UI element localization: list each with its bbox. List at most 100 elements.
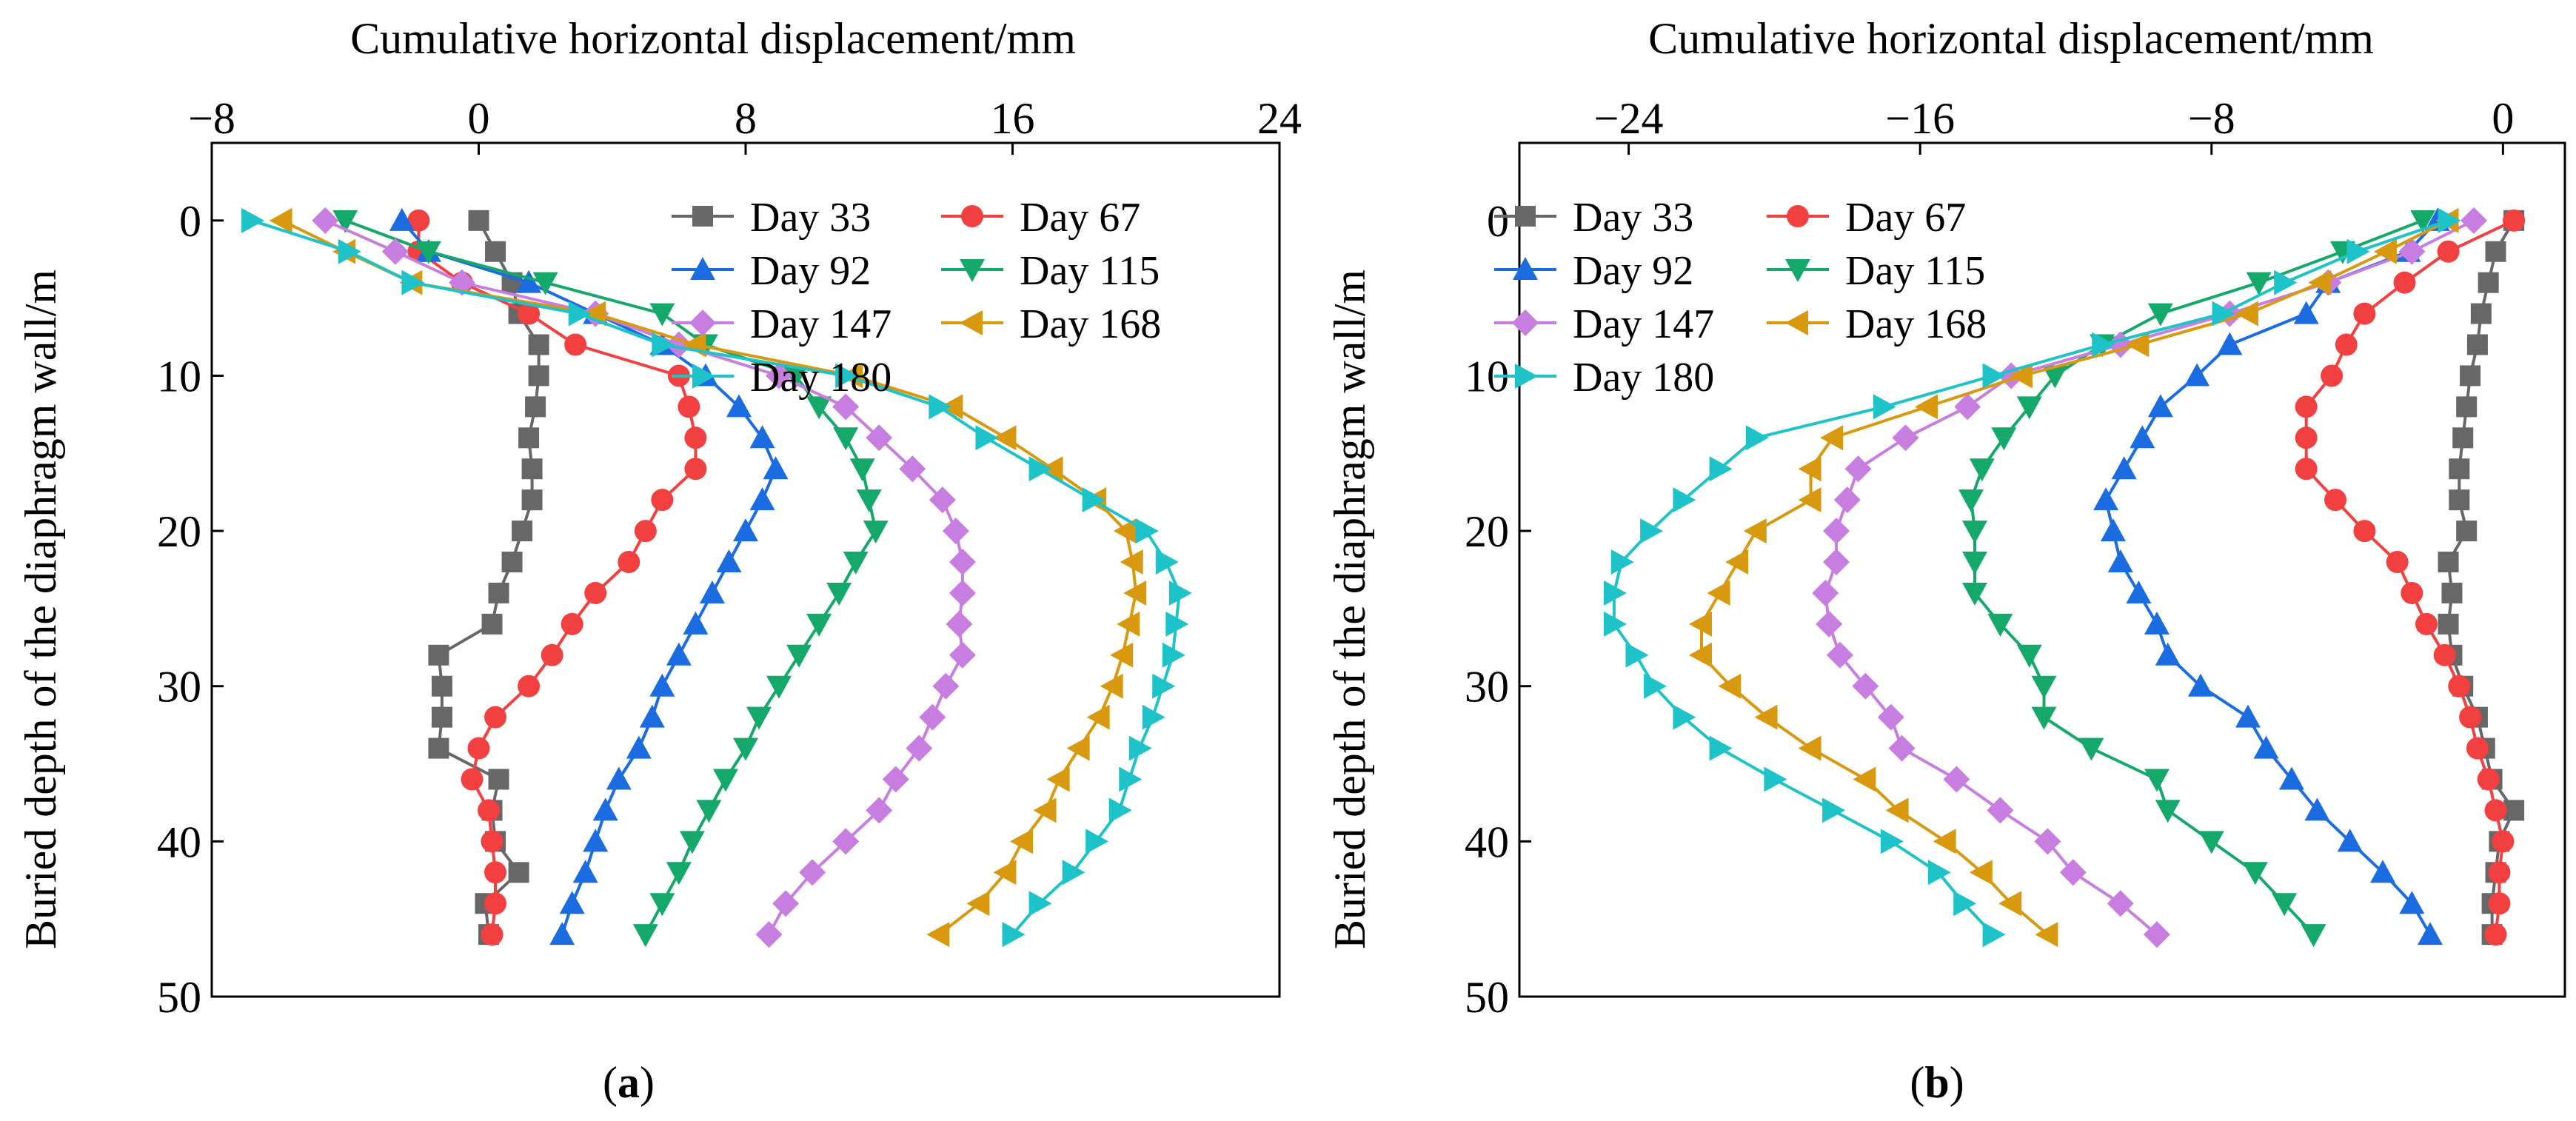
panel-b-series-1-point-4 [2335, 334, 2358, 356]
panel-b-ytick-label-2: 20 [1465, 507, 1509, 556]
panel-b-series-1-point-17 [2466, 737, 2489, 760]
panel-a-legend-label-2: Day 92 [750, 248, 871, 294]
panel-b-series-0-point-5 [2460, 365, 2480, 386]
panel-a-ytick-label-4: 40 [157, 817, 201, 866]
panel-a-xtick-label-0: −8 [188, 94, 235, 143]
panel-b-series-1-point-12 [2401, 582, 2423, 604]
panel-b-series-1-point-13 [2415, 613, 2438, 635]
panel-b-series-1-point-18 [2478, 769, 2500, 791]
panel-a-series-1-point-20 [481, 830, 504, 852]
panel-a-legend-label-4: Day 147 [750, 301, 891, 347]
panel-b-series-0-point-12 [2441, 583, 2462, 603]
panel-b-series-0-point-10 [2456, 521, 2477, 541]
panel-b-series-0-point-11 [2438, 552, 2459, 572]
panel-b-series-1-point-11 [2386, 551, 2409, 573]
panel-a-series-0-point-8 [522, 458, 543, 479]
panel-b-legend-label-6: Day 180 [1573, 355, 1714, 401]
panel-a-series-1-point-21 [484, 861, 506, 883]
panel-a-series-1-point-13 [561, 613, 583, 635]
panel-b-caption-letter: b [1924, 1058, 1949, 1107]
panel-a-series-0-point-7 [518, 427, 539, 448]
panel-a-ytick-label-5: 50 [157, 973, 201, 1022]
panel-b-ytick-label-5: 50 [1465, 973, 1509, 1022]
panel-b-series-0-point-4 [2467, 335, 2488, 355]
panel-b-legend-label-5: Day 168 [1845, 301, 1987, 347]
panel-a-series-0-point-4 [529, 335, 549, 355]
panel-a-series-1-point-14 [541, 644, 563, 666]
panel-a-xtick-label-1: 0 [468, 94, 490, 143]
panel-b-ytick-label-3: 30 [1465, 663, 1509, 712]
panel-a-series-1-point-12 [584, 582, 606, 604]
panel-a-xtick-label-3: 16 [991, 94, 1035, 143]
panel-a-series-1-point-23 [481, 923, 504, 946]
panel-a-legend-label-1: Day 67 [1020, 195, 1140, 241]
panel-a-series-1-point-16 [484, 706, 506, 729]
panel-a-series-0-point-17 [428, 738, 449, 759]
panel-b-series-0-point-1 [2486, 241, 2506, 262]
panel-a-legend-label-6: Day 180 [750, 355, 891, 401]
panel-b-xlabel: Cumulative horizontal displacement/mm [1648, 14, 2374, 63]
panel-b-series-1-point-9 [2324, 489, 2346, 511]
panel-b-series-1-point-22 [2488, 892, 2510, 914]
panel-a-series-0-point-13 [482, 614, 503, 635]
panel-b-series-1-point-8 [2295, 458, 2318, 480]
panel-a-series-1-point-7 [684, 426, 706, 449]
panel-a-caption-letter: a [618, 1058, 640, 1107]
panel-a-series-1-point-6 [678, 395, 700, 418]
panel-b-series-1-point-5 [2321, 364, 2343, 387]
panel-a-ytick-label-1: 10 [157, 352, 201, 401]
panel-b-legend-label-0: Day 33 [1573, 195, 1693, 241]
panel-b-xtick-label-3: 0 [2492, 94, 2514, 143]
panel-b-series-1-point-0 [2503, 210, 2525, 232]
panel-b-series-1-point-21 [2488, 861, 2510, 883]
panel-a-series-0-point-21 [509, 862, 529, 883]
panel-a-legend-marker-0 [692, 206, 713, 227]
panel-a-series-1-point-19 [478, 799, 500, 821]
panel-a-series-1-point-10 [635, 520, 657, 542]
panel-b-series-1-point-14 [2434, 644, 2456, 666]
panel-b-series-1-point-3 [2353, 303, 2375, 325]
panel-b-ylabel: Buried depth of the diaphragm wall/m [1325, 270, 1374, 949]
panel-b-series-0-point-13 [2438, 614, 2459, 635]
panel-b-legend-label-1: Day 67 [1845, 195, 1966, 241]
panel-a-series-1-point-11 [618, 551, 640, 573]
panel-a-series-0-point-16 [432, 707, 452, 728]
panel-b-legend-marker-1 [1787, 205, 1809, 227]
panel-b-ytick-label-0: 0 [1487, 197, 1509, 246]
panel-b-series-1-point-10 [2353, 520, 2375, 542]
panel-b-series-1-point-16 [2459, 706, 2481, 729]
panel-a-series-1-point-9 [651, 489, 673, 511]
panel-a-ytick-label-2: 20 [157, 507, 201, 556]
panel-b-series-0-point-9 [2449, 489, 2469, 510]
panel-a-series-1-point-4 [564, 334, 586, 356]
panel-a-xtick-label-4: 24 [1257, 94, 1302, 143]
panel-a-series-0-point-6 [525, 396, 546, 417]
panel-a-series-0-point-14 [428, 645, 449, 666]
panel-a-series-1-point-8 [684, 458, 706, 480]
panel-b-series-1-point-15 [2448, 675, 2470, 697]
panel-b-series-1-point-2 [2394, 272, 2416, 294]
panel-b-series-1-point-20 [2492, 830, 2514, 852]
panel-a-series-0-point-12 [489, 583, 509, 603]
panel-a-series-0-point-5 [529, 365, 549, 386]
panel-b-series-0-point-3 [2471, 304, 2492, 324]
panel-a-legend-marker-1 [961, 205, 983, 227]
panel-a-xlabel: Cumulative horizontal displacement/mm [350, 14, 1076, 63]
panel-b-series-0-point-2 [2478, 272, 2499, 293]
panel-a-xtick-label-2: 8 [735, 94, 757, 143]
panel-b-series-1-point-19 [2485, 799, 2507, 821]
panel-b-ytick-label-4: 40 [1465, 817, 1509, 866]
panel-a-legend-label-0: Day 33 [750, 195, 871, 241]
panel-b-series-0-point-7 [2452, 427, 2473, 448]
panel-a-ylabel: Buried depth of the diaphragm wall/m [16, 270, 65, 949]
panel-a-series-0-point-18 [489, 769, 509, 790]
panel-a-legend-label-3: Day 115 [1020, 248, 1160, 294]
panel-a-series-0-point-9 [522, 489, 543, 510]
panel-b-series-1-point-6 [2295, 395, 2318, 418]
panel-b-legend-marker-0 [1515, 206, 1536, 227]
panel-a-series-1-point-15 [518, 675, 540, 697]
panel-b-xtick-label-1: −16 [1885, 94, 1955, 143]
panel-b-xtick-label-2: −8 [2188, 94, 2235, 143]
panel-b-series-1-point-23 [2485, 923, 2507, 946]
panel-a-ytick-label-0: 0 [179, 197, 201, 246]
